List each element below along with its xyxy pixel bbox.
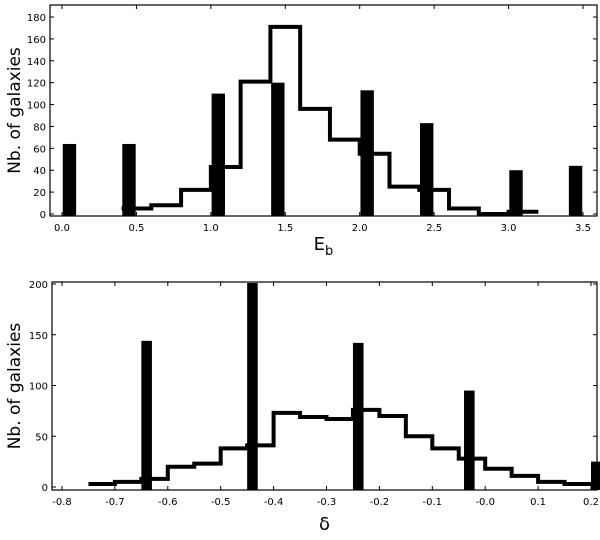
y-tick-label: 100 [27,101,46,112]
y-tick-label: 100 [29,382,48,393]
x-tick-label: -0.7 [105,497,125,508]
bar [420,123,434,216]
y-tick-label: 60 [33,144,46,155]
bar [352,342,364,490]
x-tick-label: 3.0 [501,223,517,234]
bar [247,282,258,490]
y-tick-label: 80 [33,122,46,133]
bar [591,461,600,490]
y-tick-label: 0 [42,483,48,494]
x-tick-label: 3.5 [575,223,591,234]
x-tick-label: 2.5 [426,223,442,234]
y-tick-label: 20 [33,188,46,199]
x-tick-label: -0.4 [264,497,284,508]
bar [271,82,285,217]
x-tick-label: -0.6 [158,497,178,508]
y-tick-label: 180 [27,13,46,24]
y-tick-label: 0 [40,210,46,221]
x-tick-label: -0.8 [52,497,72,508]
x-axis-label: Eb [314,234,334,259]
y-tick-label: 200 [29,280,48,291]
x-tick-label: 0.1 [530,497,546,508]
bar [141,340,152,490]
x-tick-label: 2.0 [352,223,368,234]
bar [568,165,583,216]
x-tick-label: -0.1 [423,497,443,508]
x-tick-label: 0.0 [54,223,70,234]
x-tick-label: -0.0 [475,497,495,508]
x-axis-label-subscript: b [325,244,333,259]
x-tick-label: 1.5 [277,223,293,234]
bar [509,170,523,216]
step-histogram-line [121,24,539,216]
x-tick-label: 0.2 [583,497,599,508]
bar [211,93,225,216]
x-tick-label: -0.5 [211,497,231,508]
y-axis-label: Nb. of galaxies [5,47,25,174]
bar [464,390,475,490]
bar [62,143,77,216]
y-tick-label: 140 [27,57,46,68]
x-tick-label: 0.5 [128,223,144,234]
step-histogram-line [88,407,591,486]
y-tick-label: 150 [29,331,48,342]
y-tick-label: 50 [35,432,48,443]
x-axis-label: δ [319,514,330,535]
y-tick-label: 40 [33,166,46,177]
plot-frame [51,281,598,491]
x-tick-label: -0.2 [370,497,390,508]
y-axis-label: Nb. of galaxies [5,323,25,450]
y-tick-label: 160 [27,35,46,46]
bar [122,143,136,216]
y-tick-label: 120 [27,79,46,90]
x-tick-label: 1.0 [203,223,219,234]
x-tick-label: -0.3 [317,497,337,508]
plot-frame [49,4,598,217]
chart-panel-2: -0.8 -0.7 -0.6 -0.5 -0.4 -0.3 -0.2 -0.1 -0.0 0.1 0… [5,280,600,535]
chart-panel-1: 0.0 0.5 1.0 1.5 2.0 2.5 3.0 3.5 0 20 40 60 80 100 120 1… [5,4,598,259]
